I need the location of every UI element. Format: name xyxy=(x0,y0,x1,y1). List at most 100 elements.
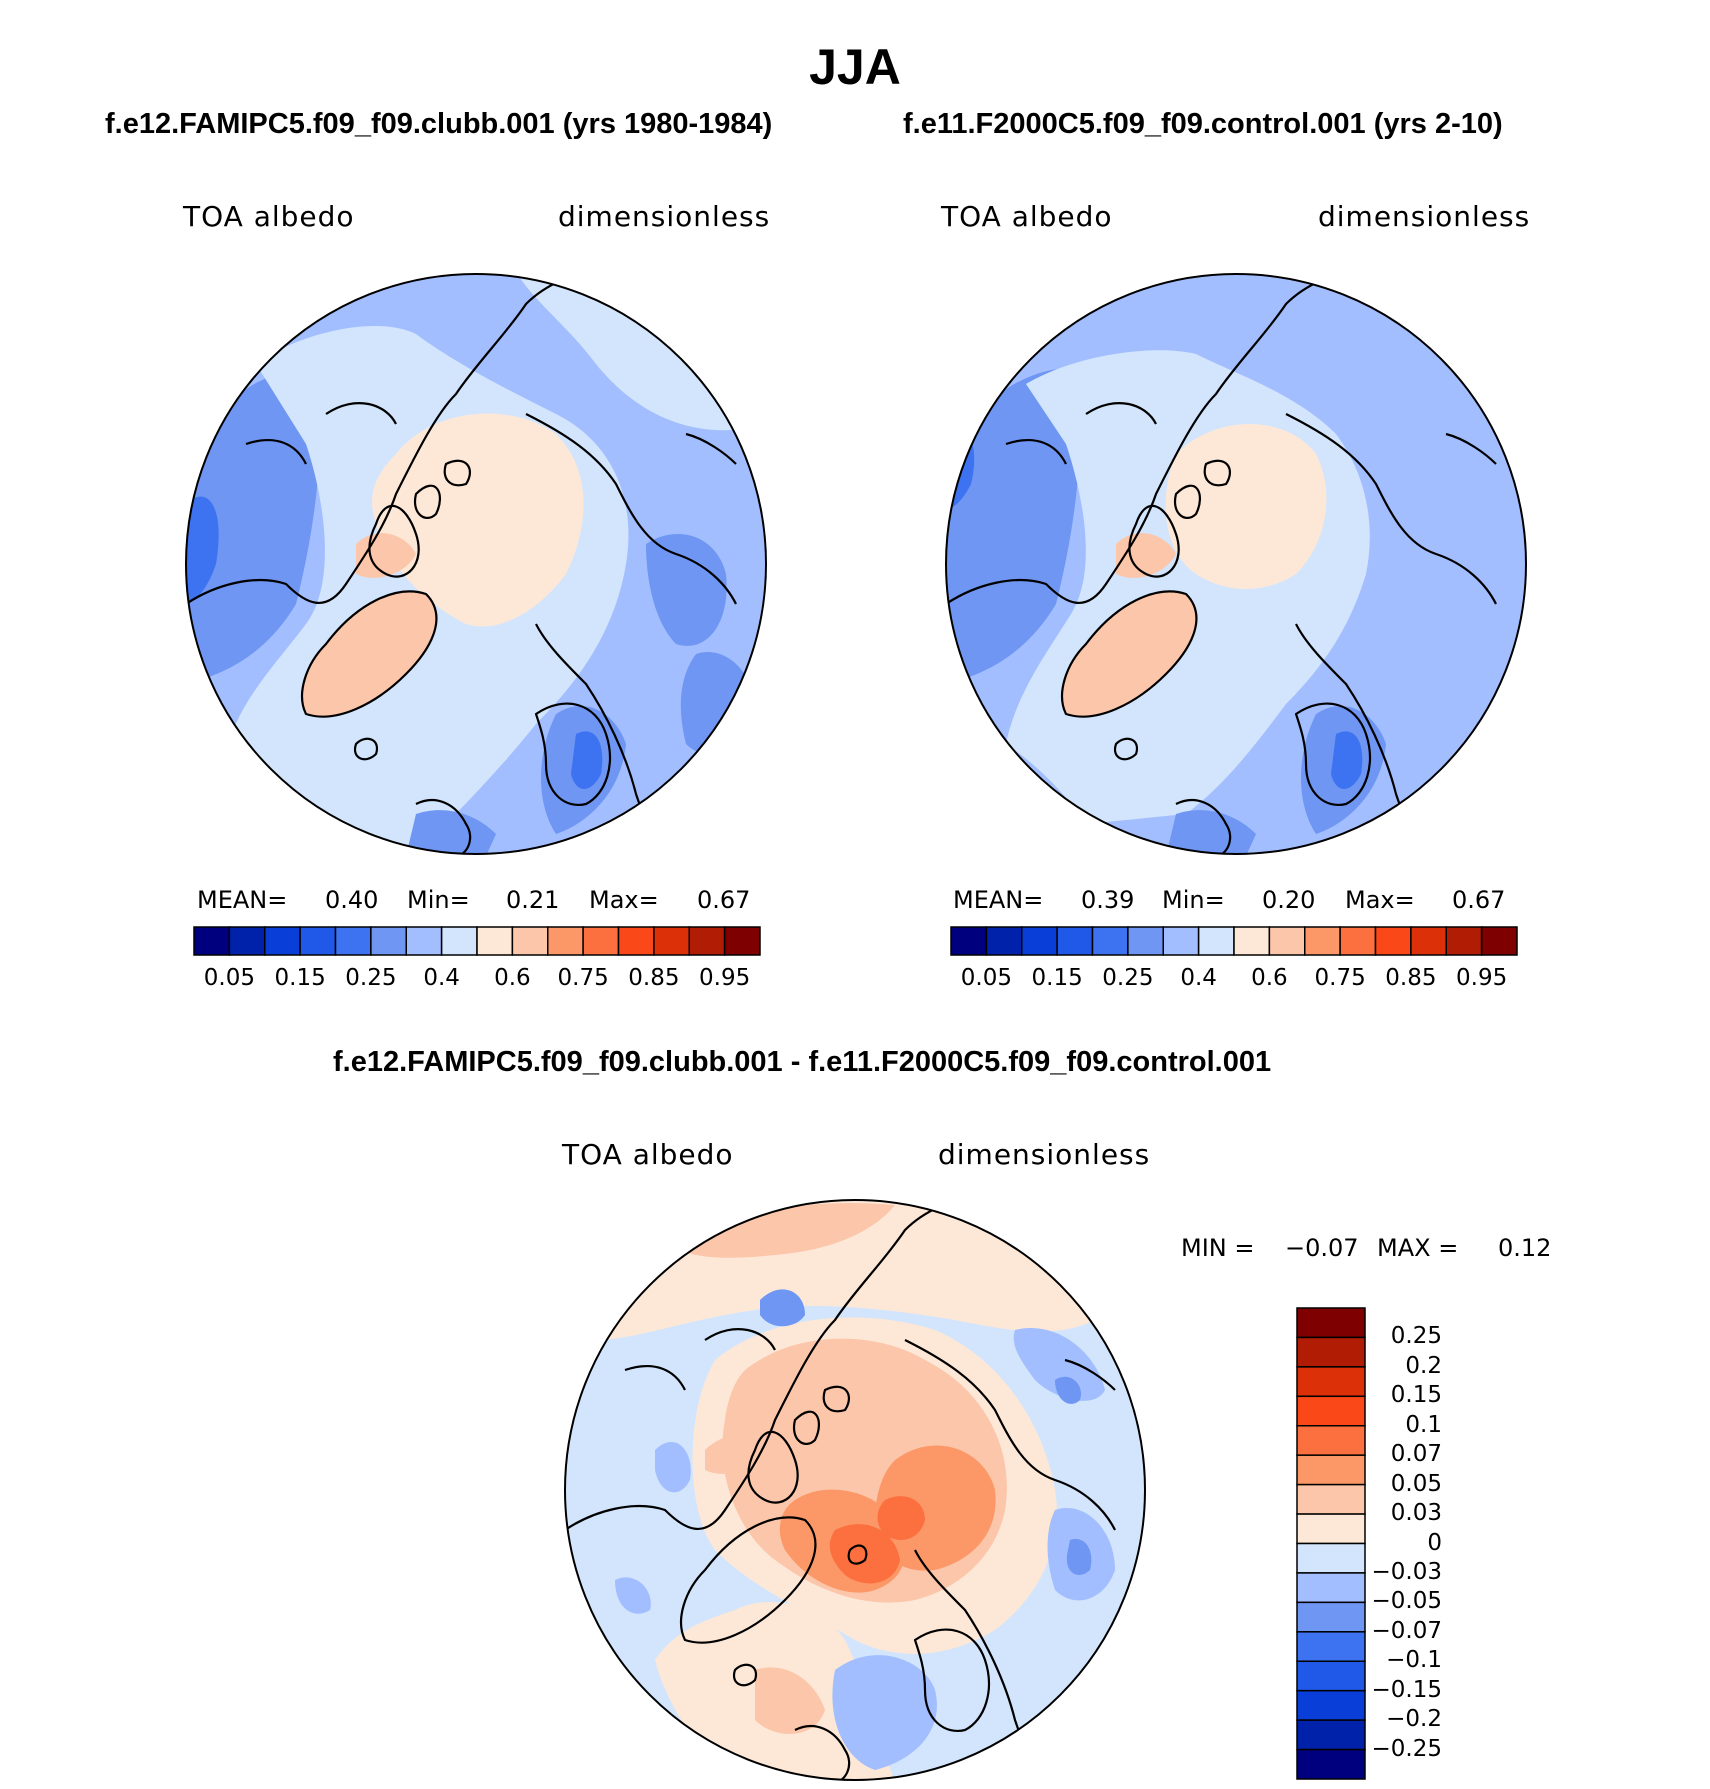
colorbar-2-tick-label: 0.95 xyxy=(1456,965,1508,991)
colorbar-diff-swatch xyxy=(1296,1483,1366,1515)
colorbar-1-swatch xyxy=(440,926,478,956)
colorbar-diff-swatch xyxy=(1296,1336,1366,1368)
panel-1-mean: 0.40 xyxy=(325,886,379,914)
colorbar-2-swatch xyxy=(950,926,988,956)
colorbar-1-swatch xyxy=(334,926,372,956)
panel-1-max: 0.67 xyxy=(697,886,751,914)
colorbar-diff-tick-label: 0.15 xyxy=(1390,1382,1442,1409)
map-panel-2 xyxy=(945,273,1527,855)
main-title: JJA xyxy=(809,39,901,95)
colorbar-1-swatch xyxy=(193,926,231,956)
colorbar-diff-tick-label: 0.1 xyxy=(1405,1411,1442,1438)
colorbar-1-swatch xyxy=(688,926,726,956)
diff-min: −0.07 xyxy=(1285,1234,1359,1262)
colorbar-diff-tick-label: 0.25 xyxy=(1390,1323,1442,1350)
colorbar-diff-swatch xyxy=(1296,1395,1366,1427)
colorbar-2-tick-label: 0.15 xyxy=(1031,965,1083,991)
colorbar-2-swatch xyxy=(1233,926,1271,956)
colorbar-1-swatch xyxy=(582,926,620,956)
diff-panel-variable: TOA albedo xyxy=(562,1138,734,1171)
map-panel-1 xyxy=(185,273,767,855)
colorbar-2-swatch xyxy=(985,926,1023,956)
colorbar-diff-tick-label: 0.07 xyxy=(1390,1441,1442,1468)
colorbar-diff-tick-label: −0.2 xyxy=(1386,1706,1442,1733)
colorbar-2-swatch xyxy=(1197,926,1235,956)
colorbar-diff-tick-label: 0 xyxy=(1427,1529,1442,1556)
colorbar-2-swatch xyxy=(1445,926,1483,956)
colorbar-1-swatch xyxy=(653,926,690,956)
panel-1-mean-label: MEAN= xyxy=(197,886,288,914)
panel-2-min-label: Min= xyxy=(1162,886,1225,914)
colorbar-diff-tick-label: −0.25 xyxy=(1371,1735,1442,1762)
colorbar-diff-tick-label: 0.2 xyxy=(1405,1352,1442,1379)
colorbar-2-tick-label: 0.05 xyxy=(960,965,1012,991)
colorbar-panel-2 xyxy=(950,926,1518,956)
colorbar-1-tick-label: 0.75 xyxy=(557,965,609,991)
diff-min-label: MIN = xyxy=(1181,1234,1255,1262)
colorbar-diff-swatch xyxy=(1296,1601,1366,1633)
colorbar-diff-swatch xyxy=(1296,1542,1366,1574)
colorbar-panel-1 xyxy=(193,926,761,956)
colorbar-2-swatch xyxy=(1056,926,1094,956)
colorbar-1-swatch xyxy=(547,926,584,956)
colorbar-1-tick-label: 0.95 xyxy=(699,965,751,991)
colorbar-1-swatch xyxy=(228,926,266,956)
colorbar-2-swatch xyxy=(1339,926,1377,956)
colorbar-diff-tick-label: 0.03 xyxy=(1390,1500,1442,1527)
colorbar-diff-tick-label: 0.05 xyxy=(1390,1470,1442,1497)
diff-max: 0.12 xyxy=(1498,1234,1552,1262)
colorbar-2-swatch xyxy=(1268,926,1306,956)
panel-2-title: f.e11.F2000C5.f09_f09.control.001 (yrs 2… xyxy=(903,108,1503,140)
panel-1-min: 0.21 xyxy=(506,886,560,914)
colorbar-2-tick-label: 0.6 xyxy=(1251,965,1288,991)
colorbar-2-swatch xyxy=(1410,926,1447,956)
colorbar-diff-swatch xyxy=(1296,1689,1366,1721)
map-diff-panel xyxy=(564,1199,1146,1781)
colorbar-1-tick-label: 0.6 xyxy=(494,965,531,991)
panel-2-max: 0.67 xyxy=(1452,886,1506,914)
colorbar-diff xyxy=(1296,1307,1366,1780)
colorbar-1-swatch xyxy=(617,926,655,956)
colorbar-1-swatch xyxy=(476,926,514,956)
panel-2-mean-label: MEAN= xyxy=(953,886,1044,914)
colorbar-1-swatch xyxy=(511,926,549,956)
panel-1-title: f.e12.FAMIPC5.f09_f09.clubb.001 (yrs 198… xyxy=(105,108,773,140)
colorbar-2-swatch xyxy=(1162,926,1200,956)
colorbar-1-tick-label: 0.15 xyxy=(274,965,326,991)
colorbar-1-swatch xyxy=(299,926,337,956)
colorbar-diff-swatch xyxy=(1296,1307,1366,1339)
panel-2-min: 0.20 xyxy=(1262,886,1316,914)
colorbar-diff-swatch xyxy=(1296,1572,1366,1604)
panel-1-units: dimensionless xyxy=(558,200,771,233)
colorbar-diff-swatch xyxy=(1296,1366,1366,1398)
colorbar-2-swatch xyxy=(1304,926,1341,956)
diff-panel-units: dimensionless xyxy=(938,1138,1151,1171)
colorbar-diff-tick-label: −0.1 xyxy=(1386,1647,1442,1674)
colorbar-2-swatch xyxy=(1091,926,1129,956)
colorbar-diff-swatch xyxy=(1296,1631,1366,1662)
colorbar-2-swatch xyxy=(1021,926,1058,956)
panel-2-variable: TOA albedo xyxy=(941,200,1113,233)
colorbar-diff-swatch xyxy=(1296,1454,1366,1486)
colorbar-1-tick-label: 0.4 xyxy=(423,965,460,991)
colorbar-diff-swatch xyxy=(1296,1719,1366,1751)
panel-1-min-label: Min= xyxy=(407,886,470,914)
colorbar-1-tick-label: 0.05 xyxy=(203,965,255,991)
colorbar-1-swatch xyxy=(723,926,761,956)
diff-max-label: MAX = xyxy=(1377,1234,1459,1262)
panel-2-units: dimensionless xyxy=(1318,200,1531,233)
colorbar-diff-swatch xyxy=(1296,1425,1366,1456)
diff-panel-title: f.e12.FAMIPC5.f09_f09.clubb.001 - f.e11.… xyxy=(333,1046,1272,1078)
colorbar-diff-tick-label: −0.07 xyxy=(1371,1617,1442,1644)
colorbar-2-swatch xyxy=(1480,926,1518,956)
colorbar-2-tick-label: 0.4 xyxy=(1180,965,1217,991)
colorbar-diff-tick-label: −0.15 xyxy=(1371,1676,1442,1703)
colorbar-2-swatch xyxy=(1127,926,1164,956)
colorbar-2-swatch xyxy=(1374,926,1412,956)
colorbar-2-tick-label: 0.85 xyxy=(1385,965,1437,991)
panel-1-max-label: Max= xyxy=(589,886,659,914)
panel-2-mean: 0.39 xyxy=(1081,886,1135,914)
colorbar-1-tick-label: 0.25 xyxy=(345,965,397,991)
colorbar-diff-swatch xyxy=(1296,1748,1366,1780)
colorbar-2-tick-label: 0.75 xyxy=(1314,965,1366,991)
